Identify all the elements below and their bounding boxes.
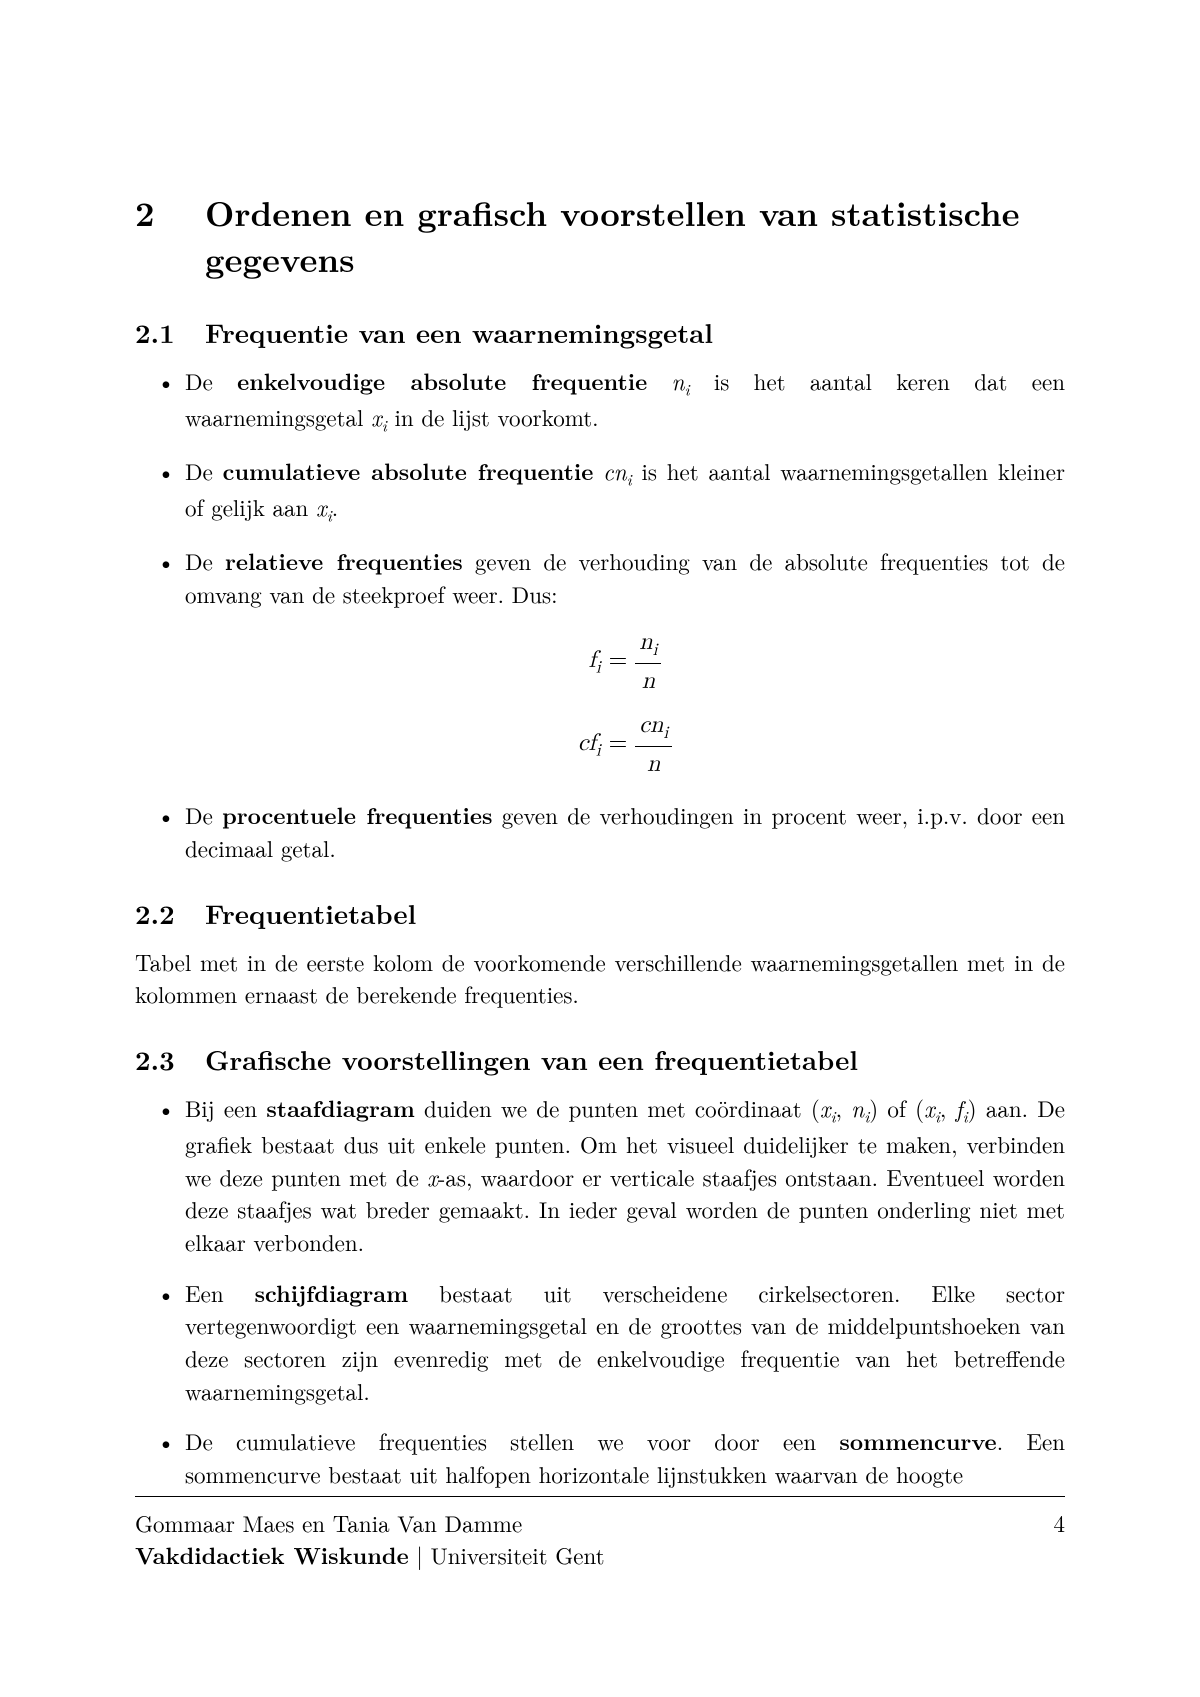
footer-line-2: Vakdidactiek Wiskunde | Universiteit Gen… <box>135 1539 1065 1571</box>
list-item: De cumulatieve frequenties stellen we vo… <box>185 1425 1065 1490</box>
text: De <box>185 454 223 487</box>
fraction: ni n <box>635 625 661 698</box>
text: Bij een <box>185 1091 266 1124</box>
text: ) of ( <box>869 1091 924 1124</box>
bullet-list-2-1: De enkelvoudige absolute frequentie ni i… <box>135 365 1065 865</box>
subsection-number: 2.3 <box>135 1039 205 1078</box>
text: De <box>185 364 237 397</box>
paragraph: Tabel met in de eerste kolom de voorkome… <box>135 946 1065 1011</box>
subsection-title: Grafische voorstellingen van een frequen… <box>205 1039 1065 1078</box>
text: , <box>940 1091 956 1124</box>
subsection-number: 2.1 <box>135 312 205 351</box>
footer-course-rest: | Universiteit Gent <box>409 1538 605 1571</box>
numerator: ni <box>635 625 661 664</box>
list-item: De cumulatieve absolute frequentie cni i… <box>185 455 1065 527</box>
math-symbol: x <box>427 1160 438 1193</box>
text: . <box>332 490 338 523</box>
equation-2: cfi = cni n <box>185 708 1065 781</box>
subsection-heading-2-2: 2.2 Frequentietabel <box>135 893 1065 932</box>
math-symbol: x <box>924 1091 935 1124</box>
footer-line-1: Gommaar Maes en Tania Van Damme 4 <box>135 1507 1065 1539</box>
subsection-heading-2-3: 2.3 Grafische voorstellingen van een fre… <box>135 1039 1065 1078</box>
equals: = <box>609 731 636 755</box>
text: duiden we de punten met coördinaat ( <box>415 1091 820 1124</box>
text: De <box>185 544 225 577</box>
text: in de lijst voorkomt. <box>387 400 599 433</box>
bold-term: cumulatieve absolute frequentie <box>223 454 594 487</box>
subscript: i <box>596 659 601 676</box>
math-symbol: n <box>639 630 652 654</box>
bold-term: procentuele frequenties <box>222 798 492 831</box>
math-symbol: c <box>639 713 650 737</box>
denominator: n <box>635 664 661 698</box>
equals: = <box>609 647 636 671</box>
equation-block: fi = ni n cfi = cni n <box>185 625 1065 782</box>
denominator: n <box>635 747 672 781</box>
footer-rule <box>135 1496 1065 1497</box>
text: De cumulatieve frequenties stellen we vo… <box>185 1424 839 1457</box>
math-symbol: cn <box>603 454 627 487</box>
page-content: 2 Ordenen en grafisch voorstellen van st… <box>135 190 1065 1509</box>
math-symbol: x <box>820 1091 831 1124</box>
math-symbol: x <box>316 490 327 523</box>
bold-term: relatieve frequenties <box>225 544 463 577</box>
math-symbol: n <box>650 713 663 737</box>
math-symbol: n <box>851 1091 864 1124</box>
math-symbol: f <box>589 647 596 671</box>
footer-course-bold: Vakdidactiek Wiskunde <box>135 1538 409 1571</box>
text: Een <box>185 1276 255 1309</box>
subscript: i <box>596 743 601 760</box>
text <box>647 364 671 397</box>
list-item: De relatieve frequenties geven de verhou… <box>185 545 1065 781</box>
math-symbol: n <box>642 669 655 693</box>
text: De <box>185 798 222 831</box>
footer-authors: Gommaar Maes en Tania Van Damme <box>135 1507 1025 1539</box>
math-symbol: c <box>578 731 589 755</box>
subsection-title: Frequentietabel <box>205 893 1065 932</box>
equation-1: fi = ni n <box>185 625 1065 698</box>
section-heading: 2 Ordenen en grafisch voorstellen van st… <box>135 190 1065 282</box>
bold-term: staafdiagram <box>266 1091 414 1124</box>
subsection-heading-2-1: 2.1 Frequentie van een waarnemingsgetal <box>135 312 1065 351</box>
section-title: Ordenen en grafisch voorstellen van stat… <box>205 190 1065 282</box>
fraction: cni n <box>635 708 672 781</box>
footer-course: Vakdidactiek Wiskunde | Universiteit Gen… <box>135 1539 1025 1571</box>
math-symbol: f <box>589 731 596 755</box>
list-item: De enkelvoudige absolute frequentie ni i… <box>185 365 1065 437</box>
text <box>593 454 603 487</box>
numerator: cni <box>635 708 672 747</box>
page-footer: Gommaar Maes en Tania Van Damme 4 Vakdid… <box>135 1496 1065 1571</box>
subscript: i <box>663 725 668 742</box>
math-symbol: n <box>647 752 660 776</box>
math-symbol: f <box>956 1091 963 1124</box>
footer-spacer <box>1025 1539 1065 1571</box>
bold-term: schijfdiagram <box>255 1276 409 1309</box>
subscript: i <box>653 641 658 658</box>
math-symbol: x <box>371 400 382 433</box>
list-item: Bij een staafdiagram duiden we de punten… <box>185 1092 1065 1259</box>
page-number: 4 <box>1025 1507 1065 1539</box>
text: , <box>836 1091 852 1124</box>
list-item: De procentuele frequenties geven de verh… <box>185 799 1065 864</box>
list-item: Een schijfdiagram bestaat uit verscheide… <box>185 1277 1065 1408</box>
bold-term: sommencurve <box>839 1424 996 1457</box>
bullet-list-2-3: Bij een staafdiagram duiden we de punten… <box>135 1092 1065 1491</box>
bold-term: enkelvoudige absolute frequentie <box>237 364 647 397</box>
subsection-title: Frequentie van een waarnemingsgetal <box>205 312 1065 351</box>
math-symbol: n <box>672 364 685 397</box>
section-number: 2 <box>135 190 205 236</box>
subsection-number: 2.2 <box>135 893 205 932</box>
